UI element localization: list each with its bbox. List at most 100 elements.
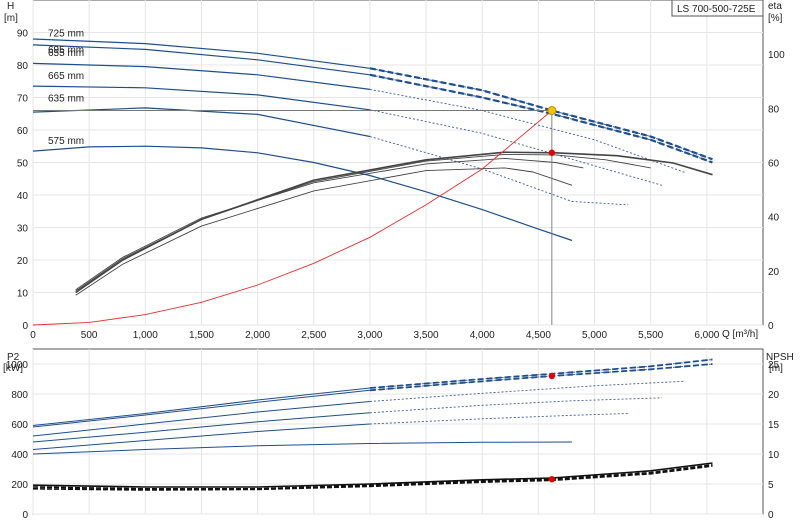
impeller-label: 655 mm (48, 48, 84, 59)
y-tick-label: 30 (17, 224, 29, 235)
y-tick-label: 40 (17, 191, 29, 202)
right-tick-label: 80 (768, 104, 780, 115)
impeller-label: 665 mm (48, 71, 84, 82)
bottom-y-tick-label: 800 (11, 390, 28, 401)
head-curve-6 (32, 145, 573, 242)
right-axis-title-npsh: NPSH (766, 352, 794, 363)
top-gridlines (32, 0, 763, 326)
head-curve-5 (32, 107, 371, 138)
head-curve-4 (32, 85, 370, 111)
bottom-right-tick-label: 25 (768, 360, 780, 371)
duty-point-efficiency-marker (548, 149, 556, 156)
bottom-right-tick-label: 20 (768, 390, 780, 401)
x-tick-label: 2,500 (301, 330, 326, 341)
npsh-curve-1 (32, 462, 713, 488)
impeller-label: 725 mm (48, 29, 84, 40)
operating-range-curve (369, 73, 713, 164)
pump-model-box (671, 0, 764, 17)
power-curve-5 (32, 423, 370, 450)
y-tick-label: 20 (17, 256, 29, 267)
impeller-label: 695 mm (48, 45, 84, 56)
x-tick-label: 5,000 (582, 330, 607, 341)
system-curve (32, 110, 553, 326)
duty-point-npsh-marker (548, 476, 556, 483)
head-curve-extension-4 (369, 109, 663, 186)
bottom-y-tick-label: 400 (11, 450, 28, 461)
x-tick-label: 6,000 (694, 330, 719, 341)
y-tick-label: 10 (17, 289, 29, 300)
power-curve-extension-3 (369, 380, 685, 402)
right-tick-label: 20 (768, 267, 780, 278)
head-curve-3 (32, 62, 370, 90)
bottom-y-tick-labels: 0 200 400 600 800 1000 (6, 360, 29, 521)
power-curve-3 (32, 401, 370, 437)
right-tick-label: 60 (768, 159, 780, 170)
y-axis-title-p2: P2 (7, 352, 20, 363)
top-right-tick-labels: 0 20 40 60 80 100 (768, 50, 785, 332)
power-curve-2 (32, 389, 370, 428)
bottom-y-tick-label: 0 (22, 510, 28, 520)
x-tick-label: 4,500 (526, 330, 551, 341)
y-tick-label: 60 (17, 126, 29, 137)
pump-model-label: LS 700-500-725E (677, 4, 756, 15)
head-curve-1 (32, 38, 370, 69)
y-tick-label: 90 (17, 29, 29, 40)
power-curve-6 (32, 441, 573, 455)
duty-point-power-marker (548, 372, 556, 380)
head-curve-extension-5 (369, 136, 629, 206)
x-tick-label: 1,500 (189, 330, 214, 341)
x-tick-label: 0 (30, 330, 36, 341)
head-curve-extension-2 (369, 74, 713, 163)
top-y-tick-labels: 0 10 20 30 40 50 60 70 80 90 (17, 29, 29, 333)
x-tick-label: 3,000 (357, 330, 382, 341)
bottom-y-tick-label: 1000 (6, 360, 29, 371)
power-npsh-panel: 0 200 400 600 800 1000 0 5 10 15 20 25 P2 [kW] NPS… (3, 348, 794, 521)
x-tick-label: 500 (81, 330, 98, 341)
top-curve-layer (32, 38, 713, 326)
y-tick-label: 0 (22, 321, 28, 332)
bottom-y-tick-label: 200 (11, 480, 28, 491)
operating-range-curve (369, 67, 713, 161)
bottom-gridlines (32, 349, 763, 515)
bottom-right-tick-label: 15 (768, 420, 780, 431)
top-duty-markers (547, 106, 557, 156)
x-tick-label: 1,000 (133, 330, 158, 341)
bottom-curve-layer (32, 358, 713, 491)
y-tick-label: 70 (17, 94, 29, 105)
bottom-right-tick-labels: 0 5 10 15 20 25 (768, 360, 780, 521)
head-curve-extension-1 (369, 67, 713, 160)
x-tick-label: 2,000 (245, 330, 270, 341)
bottom-duty-markers (548, 372, 556, 483)
bottom-y-tick-label: 600 (11, 420, 28, 431)
right-axis-title-eta: eta (768, 1, 782, 12)
y-tick-label: 50 (17, 159, 29, 170)
impeller-label: 635 mm (48, 94, 84, 105)
head-efficiency-panel: 0 500 1,000 1,500 2,000 2,500 3,000 3,500 4,000 4… (4, 0, 785, 341)
efficiency-curve-2 (75, 153, 651, 292)
power-curve-extension-4 (369, 397, 662, 414)
x-tick-label: 3,500 (414, 330, 439, 341)
x-tick-label: 5,500 (638, 330, 663, 341)
npsh-curve-2 (32, 464, 713, 490)
efficiency-curve-1 (75, 151, 713, 294)
bottom-right-tick-label: 5 (768, 480, 774, 491)
y-axis-unit-h: [m] (4, 13, 18, 24)
y-axis-title-h: H (7, 1, 14, 12)
x-axis-title-q: Q [m³/h] (722, 329, 758, 340)
top-x-tick-labels: 0 500 1,000 1,500 2,000 2,500 3,000 3,500 4,000 4… (30, 330, 720, 341)
power-curve-4 (32, 412, 370, 443)
y-axis-unit-p2: [kW] (3, 363, 23, 374)
right-tick-label: 100 (768, 50, 785, 61)
right-tick-label: 40 (768, 213, 780, 224)
head-curve-2 (32, 44, 370, 76)
npsh-curve-3 (32, 465, 713, 491)
power-curve-extension-5 (369, 413, 629, 425)
power-curve-1 (32, 387, 370, 426)
right-axis-unit-eta: [%] (768, 13, 783, 24)
y-tick-label: 80 (17, 61, 29, 72)
duty-point-head-marker (547, 106, 557, 115)
head-curve-extension-3 (369, 88, 685, 173)
